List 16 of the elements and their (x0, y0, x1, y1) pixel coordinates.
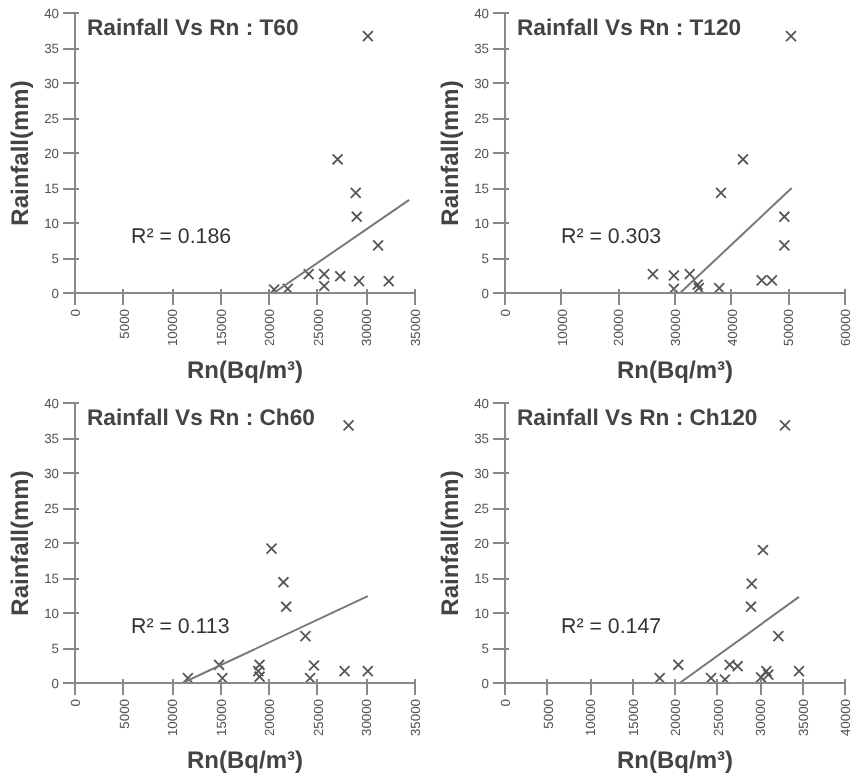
annotation: R² = 0.113 (131, 615, 230, 639)
annotation: R² = 0.303 (561, 225, 662, 249)
chart-title: Rainfall Vs Rn : T60 (87, 17, 299, 41)
chart-title: Rainfall Vs Rn : Ch120 (517, 407, 758, 431)
x-axis-title: Rn(Bq/m³) (617, 746, 733, 775)
y-axis-title: Rainfall(mm) (6, 80, 35, 226)
y-axis-title: Rainfall(mm) (436, 470, 465, 616)
y-axis-title: Rainfall(mm) (436, 80, 465, 226)
chart-title: Rainfall Vs Rn : Ch60 (87, 407, 315, 431)
x-axis-title: Rn(Bq/m³) (187, 356, 303, 385)
y-axis-title: Rainfall(mm) (6, 470, 35, 616)
x-axis-title: Rn(Bq/m³) (187, 746, 303, 775)
x-axis-title: Rn(Bq/m³) (617, 356, 733, 385)
chart-title: Rainfall Vs Rn : T120 (517, 17, 742, 41)
annotation: R² = 0.186 (131, 225, 232, 249)
annotation: R² = 0.147 (561, 615, 662, 639)
